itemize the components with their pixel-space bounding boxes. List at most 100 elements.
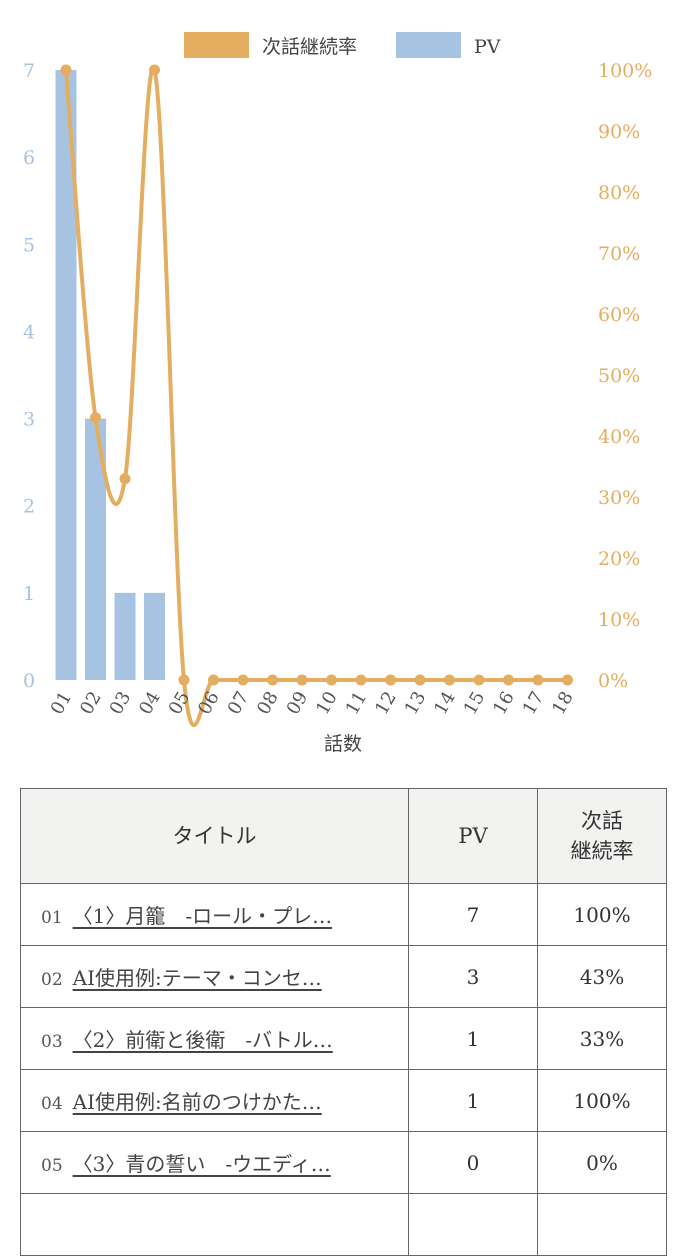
right-tick-label: 80% bbox=[598, 182, 640, 204]
right-tick-label: 20% bbox=[598, 548, 640, 570]
header-rate-line1: 次話 bbox=[581, 809, 623, 833]
episode-number: 04 bbox=[41, 1094, 63, 1114]
rate-point-05 bbox=[178, 674, 190, 686]
pv-cell: 1 bbox=[408, 1007, 538, 1070]
table-row bbox=[20, 1193, 667, 1256]
right-tick-label: 30% bbox=[598, 487, 640, 509]
left-tick-label: 5 bbox=[23, 234, 35, 256]
episode-table: タイトル PV 次話 継続率 01 〈1〉月籠 -ロール・プレ… 7 100% 0… bbox=[20, 788, 667, 1256]
x-tick-label: 04 bbox=[135, 688, 165, 718]
legend-label-rate: 次話継続率 bbox=[262, 36, 357, 58]
rate-point-17 bbox=[532, 674, 544, 686]
x-tick-label: 11 bbox=[342, 688, 372, 718]
right-tick-label: 40% bbox=[598, 426, 640, 448]
table-row: 03 〈2〉前衛と後衛 -バトル… 1 33% bbox=[20, 1007, 667, 1070]
pv-cell bbox=[408, 1193, 538, 1256]
rate-point-13 bbox=[414, 674, 426, 686]
pv-cell: 3 bbox=[408, 945, 538, 1008]
x-axis-ticks: 01 02 03 04 05 06 07 08 09 10 11 12 13 14 15 16 17 18 bbox=[47, 688, 578, 718]
title-cell: 01 〈1〉月籠 -ロール・プレ… bbox=[20, 883, 409, 946]
pv-cell: 7 bbox=[408, 883, 538, 946]
right-tick-label: 70% bbox=[598, 243, 640, 265]
left-tick-label: 7 bbox=[23, 60, 35, 82]
episode-link[interactable]: AI使用例:名前のつけかた… bbox=[72, 1090, 322, 1114]
x-tick-label: 02 bbox=[76, 688, 106, 718]
episode-link[interactable]: AI使用例:テーマ・コンセ… bbox=[72, 966, 322, 990]
left-axis-ticks: 0 1 2 3 4 5 6 7 bbox=[23, 60, 35, 692]
title-cell: 03 〈2〉前衛と後衛 -バトル… bbox=[20, 1007, 409, 1070]
left-tick-label: 4 bbox=[23, 321, 35, 343]
x-tick-label: 03 bbox=[106, 688, 136, 718]
rate-cell: 43% bbox=[537, 945, 667, 1008]
legend-swatch-pv bbox=[396, 32, 461, 58]
rate-point-08 bbox=[267, 674, 278, 686]
rate-point-16 bbox=[503, 674, 514, 686]
legend-swatch-rate bbox=[184, 32, 249, 58]
continuation-rate-points bbox=[60, 64, 573, 686]
episode-link[interactable]: 〈1〉月籠 -ロール・プレ… bbox=[72, 904, 333, 928]
pv-bars bbox=[55, 70, 165, 680]
table-row: 05 〈3〉青の誓い -ウエディ… 0 0% bbox=[20, 1131, 667, 1194]
x-tick-label: 01 bbox=[47, 688, 77, 718]
x-tick-label: 10 bbox=[312, 688, 342, 718]
table-row: 04 AI使用例:名前のつけかた… 1 100% bbox=[20, 1069, 667, 1132]
x-tick-label: 18 bbox=[548, 688, 578, 718]
x-tick-label: 07 bbox=[224, 688, 254, 718]
pv-bar-02 bbox=[85, 418, 106, 680]
rate-cell: 33% bbox=[537, 1007, 667, 1070]
rate-point-06 bbox=[208, 674, 219, 686]
right-tick-label: 100% bbox=[598, 60, 652, 82]
x-tick-label: 14 bbox=[430, 688, 460, 718]
x-tick-label: 08 bbox=[253, 688, 283, 718]
rate-point-14 bbox=[444, 674, 455, 686]
title-cell bbox=[20, 1193, 409, 1256]
x-tick-label: 15 bbox=[460, 688, 490, 718]
right-tick-label: 0% bbox=[598, 670, 628, 692]
continuation-rate-line bbox=[64, 65, 570, 728]
legend-label-pv: PV bbox=[474, 36, 501, 58]
header-rate-line2: 継続率 bbox=[570, 839, 634, 863]
pv-bar-01 bbox=[55, 70, 77, 680]
rate-point-10 bbox=[326, 674, 337, 686]
rate-point-02 bbox=[90, 412, 101, 424]
rate-point-04 bbox=[149, 64, 160, 76]
rate-point-01 bbox=[60, 64, 72, 76]
pv-cell: 1 bbox=[408, 1069, 538, 1132]
episode-link[interactable]: 〈3〉青の誓い -ウエディ… bbox=[72, 1152, 331, 1176]
rate-point-11 bbox=[355, 674, 367, 686]
chart-legend: 次話継続率 PV bbox=[184, 32, 501, 58]
pv-bar-04 bbox=[144, 592, 165, 680]
right-axis-ticks: 0% 10% 20% 30% 40% 50% 60% 70% 80% 90% 100% bbox=[598, 60, 652, 692]
table-row: 02 AI使用例:テーマ・コンセ… 3 43% bbox=[20, 945, 667, 1008]
x-tick-label: 17 bbox=[519, 688, 549, 718]
left-tick-label: 3 bbox=[23, 409, 35, 431]
left-tick-label: 6 bbox=[23, 147, 35, 169]
rate-cell bbox=[537, 1193, 667, 1256]
episode-number: 01 bbox=[41, 908, 63, 928]
x-tick-label: 09 bbox=[283, 688, 313, 718]
rate-cell: 100% bbox=[537, 1069, 667, 1132]
left-tick-label: 1 bbox=[23, 583, 35, 605]
table-row: 01 〈1〉月籠 -ロール・プレ… 7 100% bbox=[20, 883, 667, 946]
rate-point-03 bbox=[119, 473, 131, 485]
x-tick-label: 12 bbox=[371, 688, 401, 718]
right-tick-label: 10% bbox=[598, 609, 640, 631]
rate-cell: 0% bbox=[537, 1131, 667, 1194]
episode-number: 02 bbox=[41, 970, 63, 990]
rate-point-18 bbox=[562, 674, 573, 686]
title-cell: 05 〈3〉青の誓い -ウエディ… bbox=[20, 1131, 409, 1194]
header-title: タイトル bbox=[20, 788, 409, 884]
episode-link[interactable]: 〈2〉前衛と後衛 -バトル… bbox=[72, 1028, 333, 1052]
rate-cell: 100% bbox=[537, 883, 667, 946]
table-header-row: タイトル PV 次話 継続率 bbox=[20, 788, 667, 884]
rate-point-15 bbox=[473, 674, 485, 686]
x-tick-label: 13 bbox=[401, 688, 431, 718]
rate-point-07 bbox=[237, 674, 249, 686]
rate-point-09 bbox=[296, 674, 308, 686]
x-tick-label: 16 bbox=[489, 688, 519, 718]
left-tick-label: 2 bbox=[23, 496, 35, 518]
title-cell: 04 AI使用例:名前のつけかた… bbox=[20, 1069, 409, 1132]
pv-bar-03 bbox=[114, 592, 136, 680]
right-tick-label: 50% bbox=[598, 365, 640, 387]
